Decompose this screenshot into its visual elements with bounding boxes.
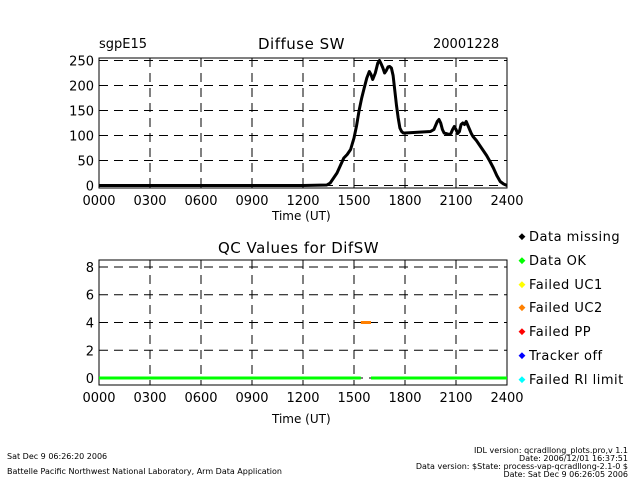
diffuse-x-tick-label: 0300 xyxy=(133,194,166,209)
legend-marker-tracker-off: ◆ xyxy=(518,351,526,361)
footer-data-date: Date: Sat Dec 9 06:26:05 2006 xyxy=(503,470,628,479)
qc-x-tick-label: 0000 xyxy=(82,391,115,406)
legend-item-data-missing: ◆ Data missing xyxy=(515,230,620,245)
legend-item-failed-uc1: ◆ Failed UC1 xyxy=(515,278,603,293)
qc-x-tick-label: 1200 xyxy=(286,391,319,406)
legend-item-failed-rl-limit: ◆ Failed Rl limit xyxy=(515,373,624,388)
qc-y-tick-label: 4 xyxy=(86,317,94,332)
qc-x-tick-label: 0300 xyxy=(133,391,166,406)
legend-marker-failed-rl-limit: ◆ xyxy=(518,375,526,385)
qc-y-tick-label: 8 xyxy=(86,261,94,276)
footer-run-date: Sat Dec 9 06:26:20 2006 xyxy=(7,452,108,461)
chart-title-diffuse: Diffuse SW xyxy=(258,35,345,53)
qc-values-plot: 0000 0300 0600 0900 1200 1500 1800 2100 2400 0 2 4 6… xyxy=(82,259,524,406)
diffuse-sw-series-line xyxy=(99,59,508,187)
qc-x-tick-label: 0900 xyxy=(235,391,268,406)
diffuse-x-tick-label: 1500 xyxy=(337,194,370,209)
legend-marker-data-ok: ◆ xyxy=(518,256,526,266)
legend-item-failed-pp: ◆ Failed PP xyxy=(515,325,591,340)
x-axis-label-bottom: Time (UT) xyxy=(272,412,331,426)
diffuse-y-tick-label: 250 xyxy=(69,55,94,70)
legend-marker-data-missing: ◆ xyxy=(518,232,526,242)
x-axis-label-top: Time (UT) xyxy=(272,209,331,223)
diffuse-sw-plot: 0000 0300 0600 0900 1200 1500 1800 2100 2400 0 50 1… xyxy=(69,55,523,210)
diffuse-x-tick-label: 0000 xyxy=(82,194,115,209)
footer-idl-date: Date: 2006/12/01 16:37:51 xyxy=(519,454,628,463)
qc-x-tick-label: 1800 xyxy=(388,391,421,406)
legend-marker-failed-uc2: ◆ xyxy=(518,303,526,313)
diffuse-x-tick-label: 1800 xyxy=(388,194,421,209)
diffuse-x-tick-label: 1200 xyxy=(286,194,319,209)
qc-x-tick-label: 2400 xyxy=(490,391,523,406)
diffuse-y-tick-label: 100 xyxy=(69,130,94,145)
footer-organization: Battelle Pacific Northwest National Labo… xyxy=(7,467,282,476)
legend-marker-failed-uc1: ◆ xyxy=(518,280,526,290)
diffuse-x-tick-label: 0900 xyxy=(235,194,268,209)
diffuse-y-tick-label: 50 xyxy=(77,155,94,170)
diffuse-x-tick-label: 2100 xyxy=(439,194,472,209)
legend-item-data-ok: ◆ Data OK xyxy=(515,254,586,269)
footer-idl-version: IDL version: qcradllong_plots.pro,v 1.1 xyxy=(474,446,628,455)
qc-x-tick-label: 2100 xyxy=(439,391,472,406)
diffuse-y-tick-label: 200 xyxy=(69,80,94,95)
qc-y-tick-label: 6 xyxy=(86,289,94,304)
legend-marker-failed-pp: ◆ xyxy=(518,327,526,337)
qc-x-tick-label: 0600 xyxy=(184,391,217,406)
diffuse-x-tick-label: 0600 xyxy=(184,194,217,209)
qc-y-tick-label: 0 xyxy=(86,372,94,387)
diffuse-x-tick-label: 2400 xyxy=(490,194,523,209)
footer-data-version: Data version: $State: process-vap-qcradl… xyxy=(415,462,628,471)
qc-x-tick-label: 1500 xyxy=(337,391,370,406)
qc-y-tick-label: 2 xyxy=(86,344,94,359)
legend-item-tracker-off: ◆ Tracker off xyxy=(515,349,603,364)
site-label: sgpE15 xyxy=(99,37,148,52)
diffuse-y-tick-label: 150 xyxy=(69,105,94,120)
date-label: 20001228 xyxy=(433,37,500,52)
diffuse-y-tick-label: 0 xyxy=(86,180,94,195)
legend-item-failed-uc2: ◆ Failed UC2 xyxy=(515,301,603,316)
chart-title-qc: QC Values for DifSW xyxy=(218,239,380,257)
